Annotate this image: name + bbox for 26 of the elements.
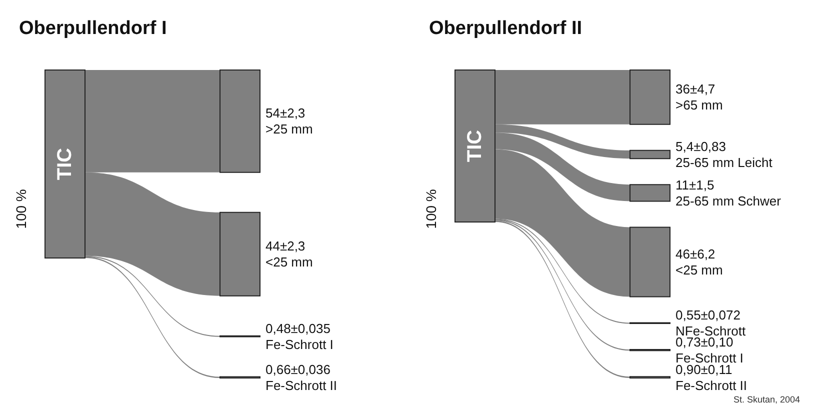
data-label: 11±1,5 xyxy=(676,177,714,192)
data-label: 46±6,2 xyxy=(676,246,716,262)
text: TIC xyxy=(464,130,486,162)
data-label: 0,48±0,035 xyxy=(266,320,330,336)
text: Oberpullendorf II xyxy=(429,18,582,39)
text: TIC xyxy=(54,148,76,180)
category-label: Fe-Schrott I xyxy=(266,336,334,352)
text: 100 % xyxy=(13,189,29,229)
text: St. Skutan, 2004 xyxy=(733,394,800,404)
category-label: <25 mm xyxy=(676,262,723,278)
category-label: Fe-Schrott II xyxy=(266,378,338,393)
category-label: 25-65 mm Schwer xyxy=(676,193,782,208)
data-label: 0,73±0,10 xyxy=(676,334,734,350)
category-label: <25 mm xyxy=(266,254,313,270)
data-label: 36±4,7 xyxy=(676,82,716,97)
category-label: Fe-Schrott II xyxy=(676,378,748,393)
data-label: 44±2,3 xyxy=(266,238,306,254)
data-label: 0,55±0,072 xyxy=(676,308,740,323)
data-label: 0,66±0,036 xyxy=(266,362,330,377)
category-label: >25 mm xyxy=(266,122,313,137)
data-label: 54±2,3 xyxy=(266,106,306,121)
text: Oberpullendorf I xyxy=(19,18,167,39)
data-label: 5,4±0,83 xyxy=(676,138,726,154)
category-label: 25-65 mm Leicht xyxy=(676,154,773,170)
category-label: >65 mm xyxy=(676,98,723,113)
text: 100 % xyxy=(423,189,439,229)
